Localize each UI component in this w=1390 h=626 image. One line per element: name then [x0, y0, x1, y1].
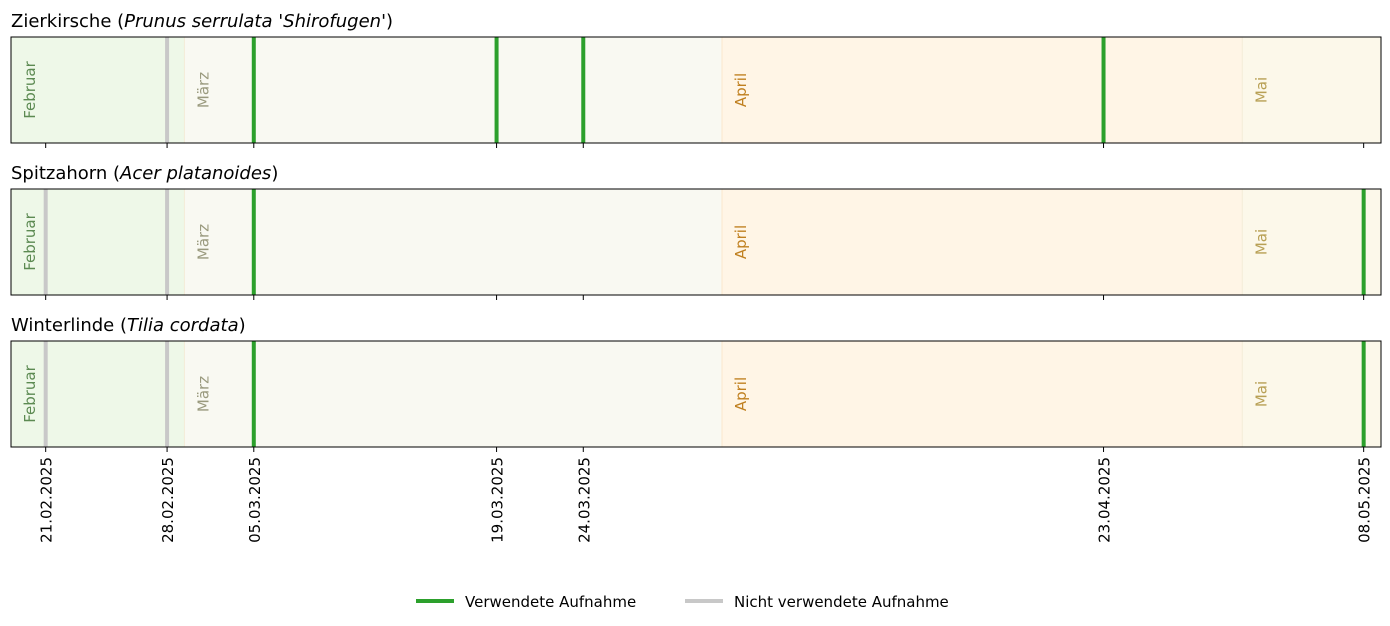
panel-title-common: Zierkirsche ( — [11, 11, 124, 32]
x-tick-label: 24.03.2025 — [575, 457, 593, 543]
month-band-1 — [184, 341, 723, 447]
x-tick-label: 05.03.2025 — [246, 457, 264, 543]
panel-1: Zierkirsche (Prunus serrulata 'Shirofuge… — [10, 11, 1382, 148]
panel-frame — [10, 188, 1382, 296]
panel-frame — [10, 340, 1382, 448]
panel-3: Winterlinde (Tilia cordata) Februar März Ap… — [10, 315, 1382, 452]
panel-title-common: Winterlinde ( — [11, 315, 127, 336]
month-band-3 — [1242, 189, 1381, 295]
x-tick-label: 21.02.2025 — [38, 457, 56, 543]
month-band-2 — [722, 37, 1243, 143]
month-band-2 — [722, 341, 1243, 447]
month-label: Februar — [21, 212, 39, 270]
panel-2: Spitzahorn (Acer platanoides) Februar März… — [10, 163, 1382, 300]
month-band-3 — [1242, 37, 1381, 143]
month-label: April — [732, 377, 750, 411]
month-band-2 — [722, 189, 1243, 295]
panel-frame — [10, 36, 1382, 144]
month-label: März — [194, 376, 212, 412]
month-band-3 — [1242, 341, 1381, 447]
x-tick-label: 23.04.2025 — [1096, 457, 1114, 543]
panel-title-close: ) — [239, 315, 246, 336]
x-tick-label: 28.02.2025 — [159, 457, 177, 543]
legend-unused-label: Nicht verwendete Aufnahme — [734, 593, 949, 611]
panel-title-scientific: Tilia cordata — [127, 315, 239, 336]
x-tick-label: 19.03.2025 — [489, 457, 507, 543]
month-label: März — [194, 224, 212, 260]
month-band-1 — [184, 37, 723, 143]
month-label: Mai — [1252, 77, 1270, 103]
panel-title-scientific: Acer platanoides — [119, 163, 271, 184]
panel-title: Spitzahorn (Acer platanoides) — [11, 163, 278, 184]
month-band-0 — [11, 341, 185, 447]
x-tick-label: 08.05.2025 — [1356, 457, 1374, 543]
month-label: März — [194, 72, 212, 108]
legend: Verwendete Aufnahme Nicht verwendete Aufn… — [416, 593, 949, 611]
panel-title-scientific: Prunus serrulata 'Shirofugen' — [124, 11, 386, 32]
month-band-1 — [184, 189, 723, 295]
month-label: Februar — [21, 364, 39, 422]
month-label: April — [732, 225, 750, 259]
panel-title: Zierkirsche (Prunus serrulata 'Shirofuge… — [11, 11, 393, 32]
month-label: Mai — [1252, 229, 1270, 255]
panel-title-close: ) — [271, 163, 278, 184]
panel-title: Winterlinde (Tilia cordata) — [11, 315, 246, 336]
panel-title-close: ) — [386, 11, 393, 32]
month-label: Mai — [1252, 381, 1270, 407]
panel-title-common: Spitzahorn ( — [11, 163, 120, 184]
month-band-0 — [11, 37, 185, 143]
month-band-0 — [11, 189, 185, 295]
month-label: April — [732, 73, 750, 107]
legend-used-label: Verwendete Aufnahme — [465, 593, 636, 611]
month-label: Februar — [21, 60, 39, 118]
